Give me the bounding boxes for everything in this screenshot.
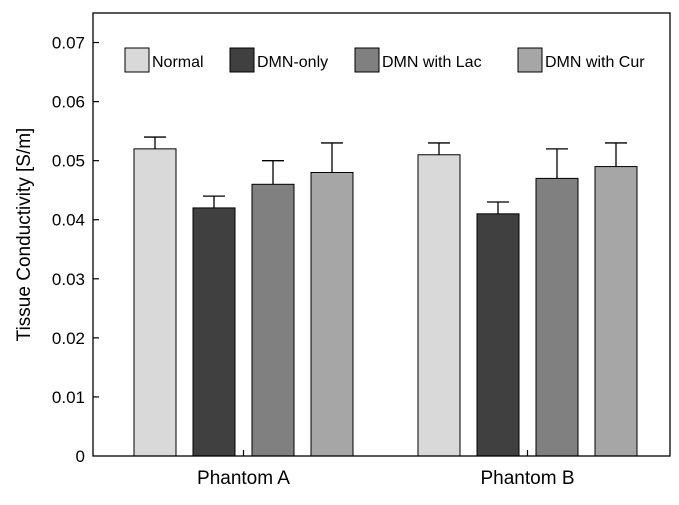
x-axis-categories: Phantom A Phantom B (197, 450, 575, 489)
bar (417, 154, 461, 457)
y-tick-label: 0.03 (52, 270, 85, 289)
legend: Normal DMN-only DMN with Lac DMN with Cur (124, 47, 645, 73)
legend-label: DMN with Cur (545, 54, 645, 71)
bar (476, 213, 520, 457)
bar (535, 177, 579, 457)
legend-swatch (517, 47, 543, 73)
legend-swatch (354, 47, 380, 73)
bar (594, 166, 638, 457)
legend-label: DMN with Lac (382, 54, 482, 71)
legend-label: DMN-only (257, 54, 328, 71)
y-axis-title: Tissue Conductivity [S/m] (14, 128, 35, 342)
legend-swatch (229, 47, 255, 73)
y-tick-label: 0.02 (52, 329, 85, 348)
legend-label: Normal (152, 54, 204, 71)
x-category-label: Phantom B (481, 468, 575, 489)
y-tick-label: 0.01 (52, 388, 85, 407)
y-tick-label: 0 (76, 447, 85, 466)
plot-frame (92, 12, 671, 457)
y-axis-ticks: 0 0.01 0.02 0.03 0.04 0.05 0.06 0.07 (52, 34, 99, 466)
error-bars-layer (144, 136, 627, 214)
legend-swatch (124, 47, 150, 73)
bars-layer (133, 148, 638, 457)
y-tick-label: 0.06 (52, 93, 85, 112)
bar (192, 207, 236, 457)
x-category-label: Phantom A (197, 468, 290, 489)
y-tick-label: 0.05 (52, 152, 85, 171)
y-tick-label: 0.07 (52, 34, 85, 53)
bar (251, 183, 295, 457)
bar (310, 171, 354, 457)
y-tick-label: 0.04 (52, 211, 85, 230)
bar (133, 148, 177, 457)
